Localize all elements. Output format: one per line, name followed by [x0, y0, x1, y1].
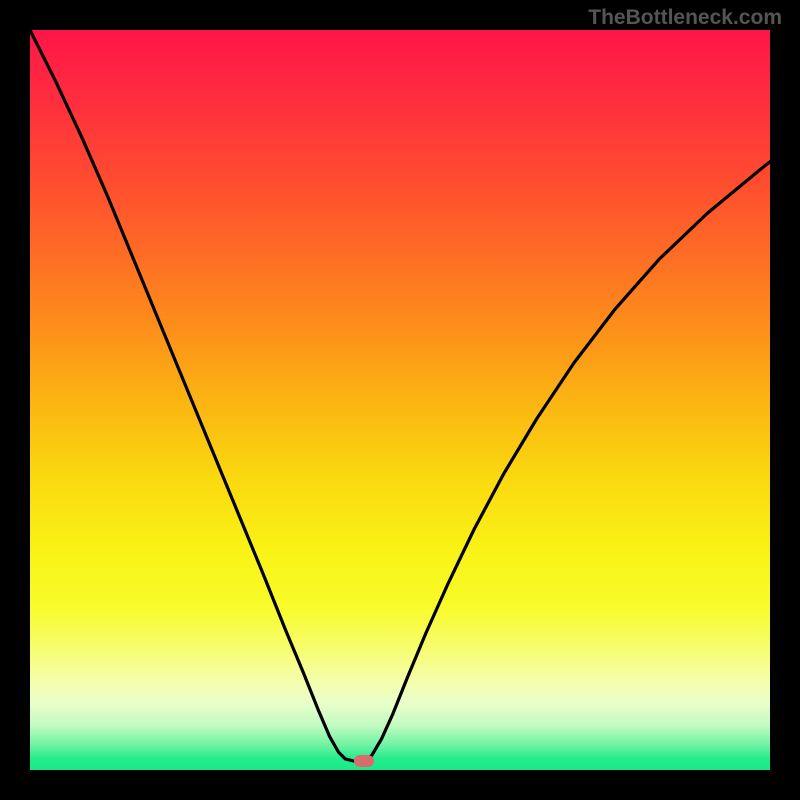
optimal-point-marker	[354, 755, 374, 767]
plot-area	[30, 30, 770, 770]
bottleneck-curve	[30, 30, 770, 770]
chart-container: TheBottleneck.com	[0, 0, 800, 800]
watermark-text: TheBottleneck.com	[588, 6, 782, 30]
